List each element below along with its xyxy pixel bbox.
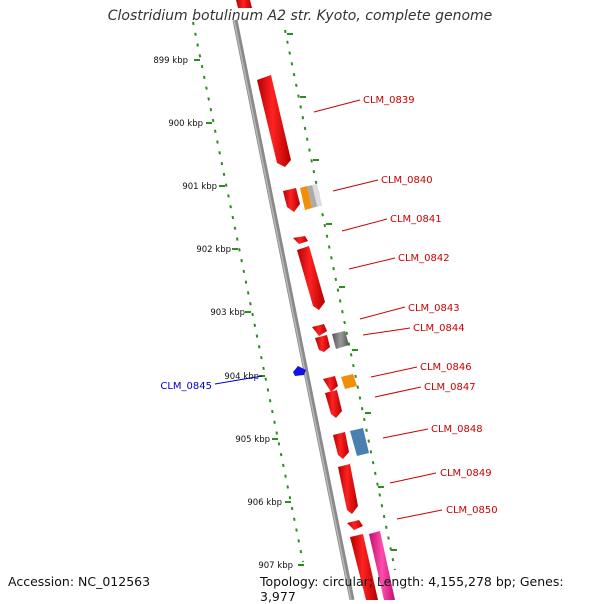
ruler-label: 900 kbp xyxy=(168,119,203,129)
gene-arrow-clm-0842[interactable] xyxy=(297,246,325,310)
gene-arrow-clm-0844[interactable] xyxy=(332,331,349,349)
ruler-ticks xyxy=(194,33,397,566)
ruler-label: 905 kbp xyxy=(235,435,270,445)
ruler-track-left xyxy=(192,21,304,563)
ruler-label: 901 kbp xyxy=(182,182,217,192)
gene-arrow-top[interactable] xyxy=(236,0,252,8)
gene-arrow-clm-0847[interactable] xyxy=(325,390,342,418)
gene-arrow-gray[interactable] xyxy=(307,185,319,208)
gene-arrow-clm-0840[interactable] xyxy=(283,188,300,212)
gene-label-clm-0847[interactable]: CLM_0847 xyxy=(424,382,476,393)
gene-label-clm-0850[interactable]: CLM_0850 xyxy=(446,505,498,516)
ruler-track-right xyxy=(284,29,396,571)
backbone-highlight xyxy=(233,19,352,600)
gene-label-clm-0840[interactable]: CLM_0840 xyxy=(381,175,433,186)
gene-arrow-light[interactable] xyxy=(312,184,322,206)
gene-arrow-orange-2[interactable] xyxy=(341,374,357,389)
gene-label-clm-0843[interactable]: CLM_0843 xyxy=(408,303,460,314)
label-leader-clm-0845 xyxy=(214,375,263,385)
gene-arrow-blue[interactable] xyxy=(350,428,369,456)
gene-label-clm-0842[interactable]: CLM_0842 xyxy=(398,253,450,264)
gene-arrow-clm-0839[interactable] xyxy=(257,75,291,167)
gene-label-clm-0839[interactable]: CLM_0839 xyxy=(363,95,415,106)
gene-arrow-clm-0846[interactable] xyxy=(323,376,338,392)
gene-label-clm-0845[interactable]: CLM_0845 xyxy=(160,381,212,392)
gene-arrow-clm-0850[interactable] xyxy=(347,520,363,530)
ruler-label: 903 kbp xyxy=(210,308,245,318)
gene-arrow-clm-0843[interactable] xyxy=(312,324,327,336)
gene-arrow-clm-0845[interactable] xyxy=(293,366,306,376)
gene-label-clm-0846[interactable]: CLM_0846 xyxy=(420,362,472,373)
gene-arrow-bottom-pink[interactable] xyxy=(369,531,395,600)
gene-arrow-clm-0848[interactable] xyxy=(333,432,349,459)
ruler-label: 899 kbp xyxy=(153,56,188,66)
gene-arrow-clm-0841[interactable] xyxy=(293,236,308,244)
gene-label-clm-0849[interactable]: CLM_0849 xyxy=(440,468,492,479)
gene-arrow-bottom-red[interactable] xyxy=(350,534,378,600)
ruler-label: 904 kbp xyxy=(224,372,259,382)
ruler-label: 906 kbp xyxy=(247,498,282,508)
gene-arrow-clm-0843b[interactable] xyxy=(315,335,330,352)
gene-label-clm-0841[interactable]: CLM_0841 xyxy=(390,214,442,225)
label-leaders xyxy=(313,99,443,520)
genome-backbone xyxy=(232,19,355,600)
accession-text: Accession: NC_012563 xyxy=(8,574,151,589)
ruler-label: 907 kbp xyxy=(258,561,293,571)
gene-arrow-orange[interactable] xyxy=(300,186,312,210)
map-title: Clostridium botulinum A2 str. Kyoto, com… xyxy=(107,8,493,24)
gene-label-clm-0844[interactable]: CLM_0844 xyxy=(413,323,465,334)
gene-label-clm-0848[interactable]: CLM_0848 xyxy=(431,424,483,435)
ruler-label: 902 kbp xyxy=(196,245,231,255)
gene-arrow-clm-0849[interactable] xyxy=(338,464,358,514)
